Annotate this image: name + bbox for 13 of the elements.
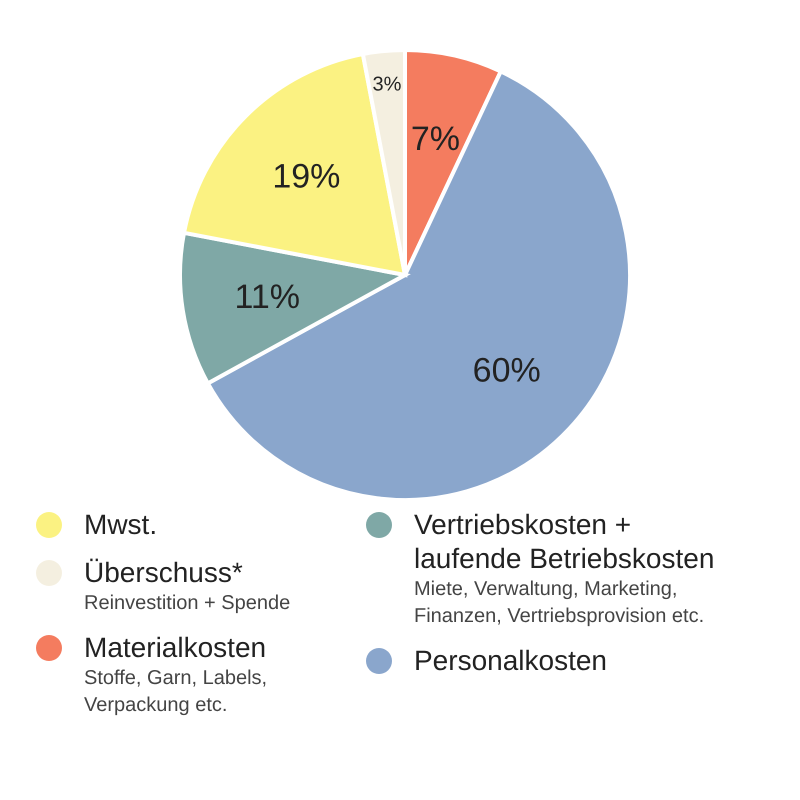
text: Stoffe, Garn, Labels, Verpackung etc. [84, 667, 268, 716]
data-label: 7% [410, 120, 460, 158]
legend-label: Mwst. [84, 508, 158, 542]
legend-label: Vertriebskosten + laufende Betriebskosten [414, 508, 716, 576]
text: Miete, Verwaltung, Marketing, Finanzen, Vertriebsprovision etc. [414, 578, 704, 627]
data-label: 11% [234, 278, 300, 316]
legend-label: Materialkosten [84, 631, 268, 665]
legend-label: Überschuss* [84, 556, 244, 590]
data-label: 3% [372, 74, 402, 96]
text: Reinvestition + Spende [84, 592, 290, 614]
legend-label: Personalkosten [414, 644, 608, 678]
data-label: 19% [272, 157, 340, 196]
data-label: 60% [472, 351, 541, 390]
